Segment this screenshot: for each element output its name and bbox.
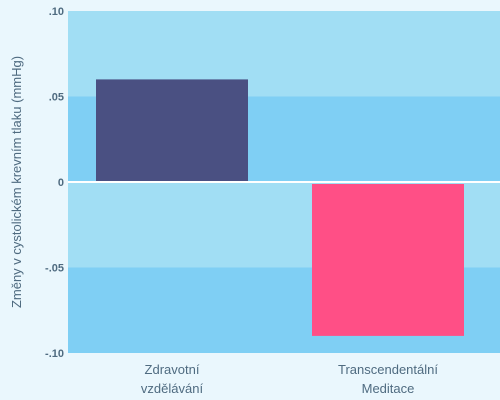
y-tick-label: -.10 bbox=[45, 348, 64, 360]
y-tick-label: 0 bbox=[58, 177, 64, 189]
y-axis-ticks: .10 .05 0 -.05 -.10 bbox=[45, 6, 64, 360]
x-category-label: Zdravotní bbox=[145, 362, 200, 377]
bars bbox=[96, 79, 464, 336]
y-axis-label: Změny v cystolickém krevním tlaku (mmHg) bbox=[9, 56, 24, 308]
x-category-label: vzdělávání bbox=[141, 381, 204, 396]
x-category-label: Transcendentální bbox=[338, 362, 438, 377]
y-tick-label: -.05 bbox=[45, 263, 64, 275]
bar-2 bbox=[312, 184, 464, 336]
x-category-label: Meditace bbox=[362, 381, 415, 396]
y-tick-label: .10 bbox=[49, 6, 64, 18]
bar-1 bbox=[96, 79, 248, 182]
x-axis-categories: Zdravotní vzdělávání Transcendentální Medit… bbox=[141, 362, 438, 396]
y-tick-label: .05 bbox=[49, 92, 64, 104]
